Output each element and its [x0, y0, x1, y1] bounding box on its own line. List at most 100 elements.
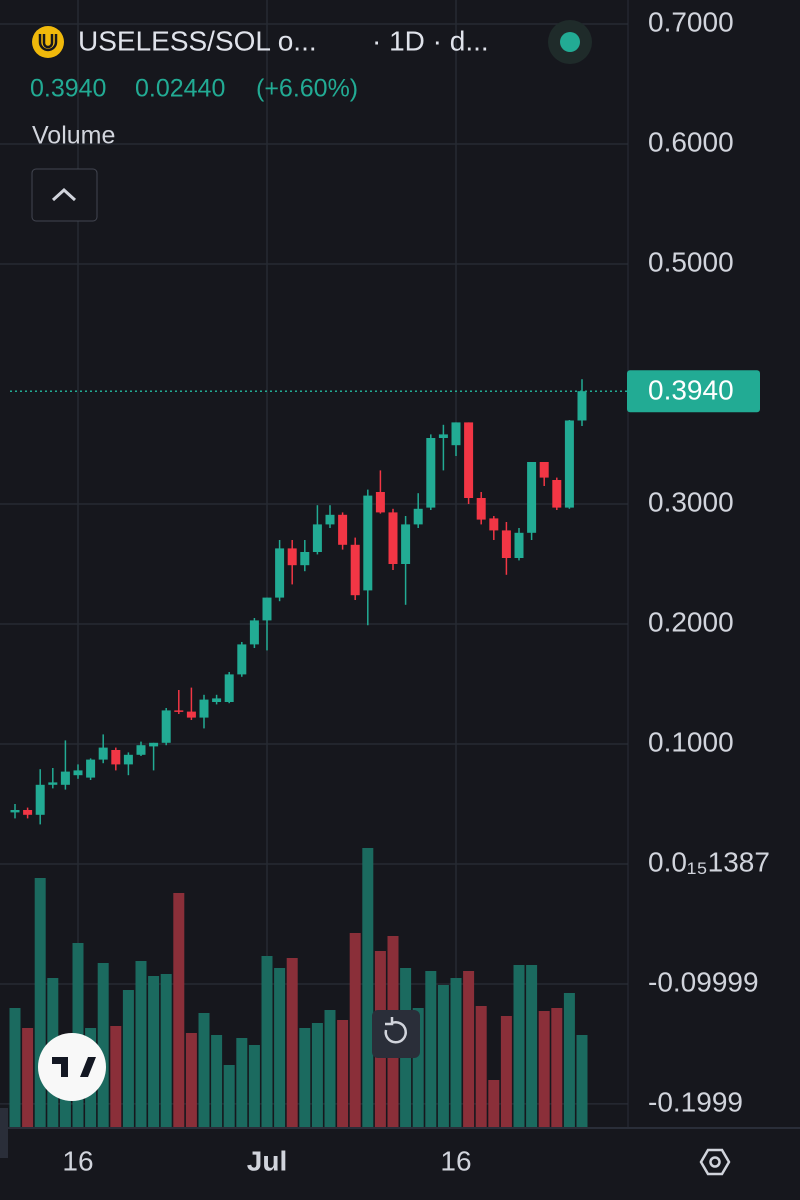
volume-bar: [437, 985, 449, 1128]
candle-body: [363, 495, 373, 591]
candle-body: [48, 782, 58, 785]
volume-bar: [223, 1065, 235, 1128]
candle-body: [212, 698, 222, 702]
symbol-logo-mark: [38, 34, 58, 52]
candle-body: [552, 480, 562, 508]
volume-bar: [211, 1035, 223, 1128]
tradingview-logo[interactable]: [38, 1033, 106, 1101]
y-tick-label: 0.5000: [648, 246, 734, 277]
candle-body: [275, 548, 285, 598]
status-dot: [560, 32, 580, 52]
candle-body: [136, 745, 146, 755]
volume-bar: [337, 1020, 349, 1128]
volume-bar: [34, 878, 46, 1128]
candle-body: [149, 742, 159, 747]
volume-bar: [362, 848, 374, 1128]
candle-body: [539, 462, 549, 478]
candle-body: [476, 498, 486, 520]
y-tick-label: 0.6000: [648, 126, 734, 157]
candle-body: [464, 422, 474, 498]
chevron-icon: [51, 187, 77, 202]
candle-body: [86, 759, 96, 778]
collapse-button[interactable]: [31, 168, 98, 222]
y-tick-label: 0.3000: [648, 486, 734, 517]
volume-bar: [299, 1028, 311, 1128]
volume-bar: [324, 1010, 336, 1128]
candle-body: [350, 544, 360, 596]
volume-bar: [450, 978, 462, 1128]
price-label-box: [627, 370, 760, 413]
side-handle[interactable]: [0, 1108, 8, 1158]
volume-bar: [551, 1008, 563, 1128]
candle-body: [199, 699, 209, 718]
volume-bar: [248, 1045, 260, 1128]
volume-bar: [425, 971, 437, 1128]
x-tick-label: 16: [62, 1145, 93, 1176]
candle-body: [73, 770, 83, 776]
change: 0.02440: [135, 75, 225, 103]
candle-body: [375, 492, 385, 513]
candle-body: [312, 524, 322, 552]
settings-button[interactable]: [699, 1148, 731, 1176]
candle-body: [426, 438, 436, 508]
settings-icon: [699, 1148, 731, 1176]
volume-bar: [148, 976, 160, 1128]
candle-body: [123, 754, 133, 765]
volume-bar: [488, 1080, 500, 1128]
settings-icon-center: [709, 1156, 721, 1168]
candle-body: [388, 512, 398, 564]
candle-body: [338, 514, 348, 545]
x-tick-label: 16: [440, 1145, 471, 1176]
candle-body: [60, 771, 70, 785]
volume-bar: [412, 1008, 424, 1128]
volume-bar: [185, 1033, 197, 1128]
volume-bar: [261, 956, 273, 1128]
volume-bar: [110, 1026, 122, 1128]
y-tick-label: 0.7000: [648, 6, 734, 37]
reset-button[interactable]: [372, 1010, 420, 1058]
volume-bar: [198, 1013, 210, 1128]
volume-bar: [526, 965, 538, 1128]
volume-bar: [500, 1016, 512, 1128]
volume-bar: [563, 993, 575, 1128]
symbol-title: USELESS/SOL o...: [78, 25, 317, 56]
candle-body: [111, 750, 121, 765]
volume-bar: [576, 1035, 588, 1128]
volume-bar: [513, 965, 525, 1128]
candle-body: [98, 747, 108, 760]
y-tick-label: -0.1999: [648, 1086, 743, 1117]
candle-body: [514, 532, 524, 558]
candle-body: [564, 420, 574, 508]
reset-icon: [384, 1017, 407, 1044]
candle-body: [23, 810, 33, 815]
volume-bar: [173, 893, 185, 1128]
volume-bar: [538, 1011, 550, 1128]
candle-body: [174, 710, 184, 712]
candle-body: [237, 644, 247, 675]
interval: · 1D · d...: [372, 25, 489, 56]
change-percent: (+6.60%): [256, 75, 358, 103]
y-tick-label: 0.1000: [648, 726, 734, 757]
volume-bar: [9, 1008, 21, 1128]
volume-bar: [122, 990, 134, 1128]
candle-body: [577, 391, 587, 421]
candle-body: [501, 530, 511, 558]
volume-bar: [135, 961, 147, 1128]
volume-bar: [463, 971, 475, 1128]
candle-body: [413, 508, 423, 525]
y-tick-label: 0.2000: [648, 606, 734, 637]
volume-bar: [97, 963, 109, 1128]
tradingview-mark: [52, 1057, 96, 1077]
candle-body: [489, 518, 499, 531]
candle-body: [224, 674, 234, 702]
candle-body: [186, 711, 196, 718]
volume-bar: [236, 1038, 248, 1128]
volume-bar: [286, 958, 298, 1128]
candle-body: [300, 552, 310, 566]
last-price: 0.3940: [30, 75, 106, 103]
candle-body: [262, 597, 272, 621]
candle-body: [401, 524, 411, 564]
y-tick-label: 0.0₁₅1387: [648, 846, 770, 877]
